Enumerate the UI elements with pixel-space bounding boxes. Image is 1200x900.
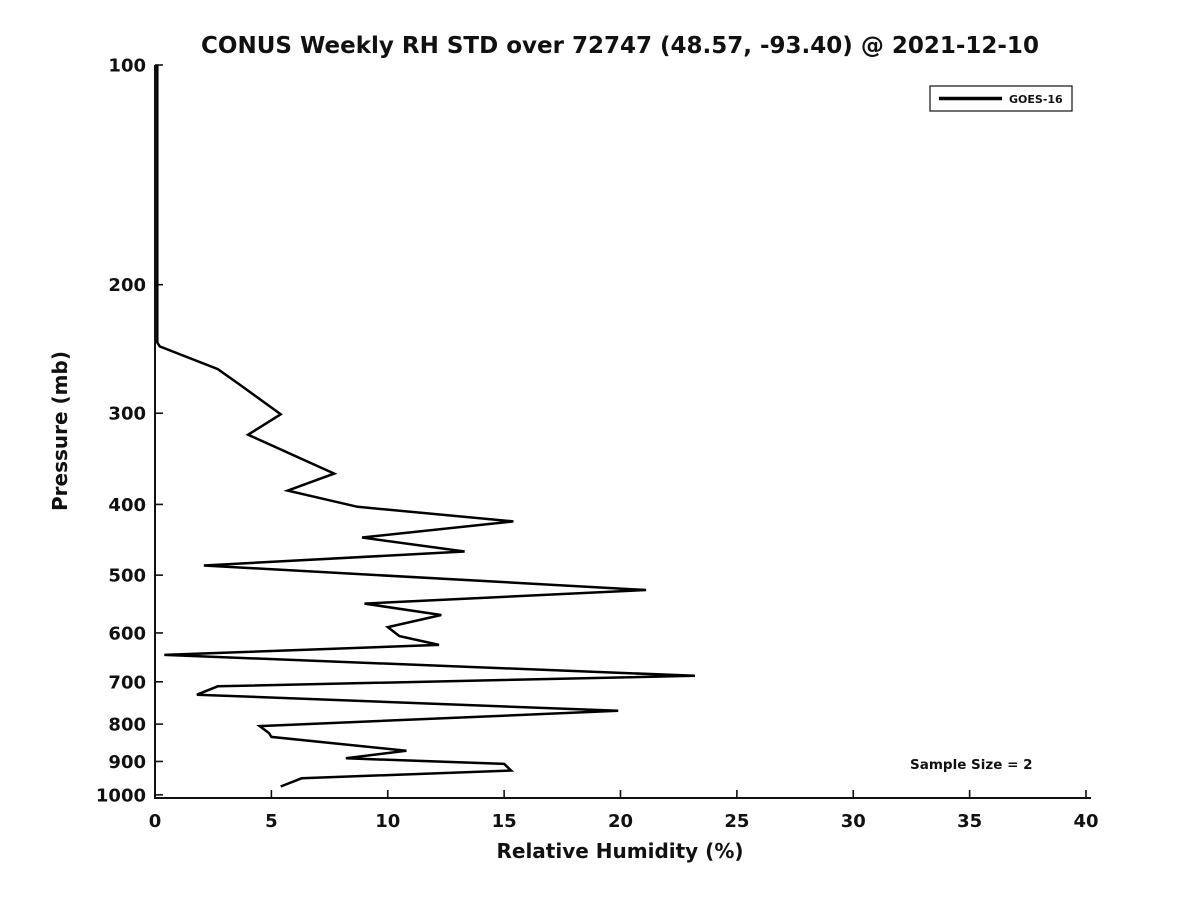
y-tick-label: 700 xyxy=(108,672,146,693)
x-tick-label: 10 xyxy=(375,811,400,832)
y-tick-label: 100 xyxy=(108,56,146,77)
y-tick-label: 200 xyxy=(108,275,146,296)
x-tick-label: 40 xyxy=(1073,811,1098,832)
y-axis-tick-labels: 100 200 300 400 500 600 700 800 900 1000 xyxy=(96,56,146,807)
y-tick-label: 900 xyxy=(108,752,146,773)
x-axis-tick-labels: 0 5 10 15 20 25 30 35 40 xyxy=(149,811,1099,832)
legend: GOES-16 xyxy=(929,85,1073,112)
x-tick-label: 20 xyxy=(608,811,633,832)
y-tick-label: 800 xyxy=(108,715,146,736)
y-tick-label: 300 xyxy=(108,404,146,425)
series-group xyxy=(156,65,696,788)
goes16-profile-line xyxy=(156,65,696,788)
axes xyxy=(154,65,1091,799)
legend-label: GOES-16 xyxy=(1009,93,1063,106)
y-tick-label: 600 xyxy=(108,623,146,644)
x-tick-label: 30 xyxy=(841,811,866,832)
x-axis-ticks xyxy=(154,790,1087,798)
y-axis-label: Pressure (mb) xyxy=(48,351,72,511)
chart-title: CONUS Weekly RH STD over 72747 (48.57, -… xyxy=(201,33,1039,59)
x-tick-label: 15 xyxy=(492,811,517,832)
x-tick-label: 35 xyxy=(957,811,982,832)
y-tick-label: 400 xyxy=(108,495,146,516)
y-tick-label: 500 xyxy=(108,566,146,587)
sample-size-annotation: Sample Size = 2 xyxy=(910,757,1033,773)
x-tick-label: 25 xyxy=(724,811,749,832)
x-tick-label: 5 xyxy=(265,811,278,832)
x-axis-label: Relative Humidity (%) xyxy=(496,839,743,863)
x-tick-label: 0 xyxy=(149,811,162,832)
y-tick-label: 1000 xyxy=(96,785,146,806)
